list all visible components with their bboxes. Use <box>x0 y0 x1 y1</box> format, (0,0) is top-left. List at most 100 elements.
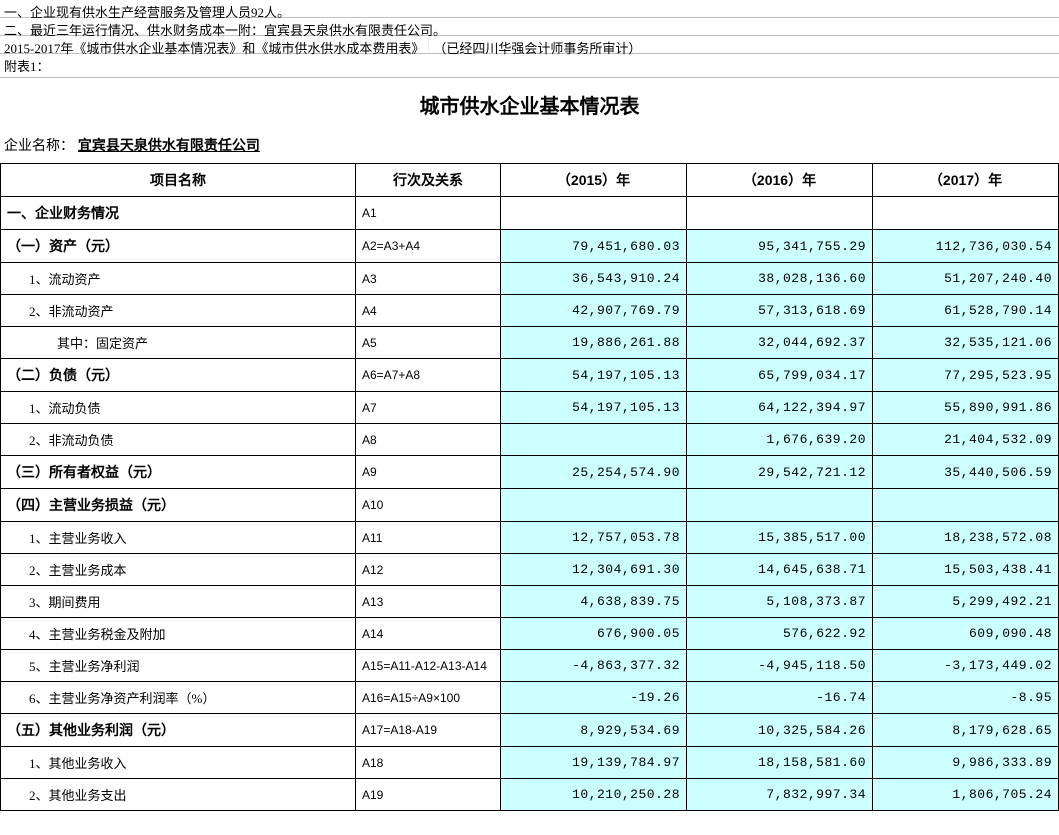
cell-relation: A5 <box>356 327 501 359</box>
cell-item-name: （三）所有者权益（元） <box>1 456 356 489</box>
cell-relation: A7 <box>356 392 501 424</box>
cell-value-y2017: -3,173,449.02 <box>873 650 1059 682</box>
table-row: 1、其他业务收入A1819,139,784.9718,158,581.609,9… <box>1 747 1059 779</box>
cell-value-y2016: 95,341,755.29 <box>687 230 873 263</box>
cell-value-y2015: 54,197,105.13 <box>501 392 687 424</box>
cell-value-y2015: 8,929,534.69 <box>501 714 687 747</box>
cell-value-y2017: 1,806,705.24 <box>873 779 1059 811</box>
attachment-label: 附表1： <box>4 59 50 74</box>
cell-value-y2016: 57,313,618.69 <box>687 295 873 327</box>
cell-value-y2017: 8,179,628.65 <box>873 714 1059 747</box>
cell-item-name: （四）主营业务损益（元） <box>1 489 356 522</box>
table-row: 4、主营业务税金及附加A14676,900.05576,622.92609,09… <box>1 618 1059 650</box>
table-title: 城市供水企业基本情况表 <box>0 78 1059 131</box>
cell-relation: A19 <box>356 779 501 811</box>
cell-relation: A8 <box>356 424 501 456</box>
company-row: 企业名称： 宜宾县天泉供水有限责任公司 <box>0 131 1059 163</box>
cell-value-y2017: 77,295,523.95 <box>873 359 1059 392</box>
col-header-2015: （2015）年 <box>501 164 687 197</box>
col-header-2016: （2016）年 <box>687 164 873 197</box>
cell-item-name: 1、主营业务收入 <box>1 522 356 554</box>
cell-relation: A1 <box>356 197 501 230</box>
cell-value-y2017: 61,528,790.14 <box>873 295 1059 327</box>
cell-value-y2017: 15,503,438.41 <box>873 554 1059 586</box>
cell-relation: A9 <box>356 456 501 489</box>
cell-value-y2017: 5,299,492.21 <box>873 586 1059 618</box>
cell-value-y2017 <box>873 197 1059 230</box>
cell-relation: A12 <box>356 554 501 586</box>
table-body: 一、企业财务情况A1（一）资产（元）A2=A3+A479,451,680.039… <box>1 197 1059 811</box>
cell-value-y2015: 12,757,053.78 <box>501 522 687 554</box>
cell-value-y2016: 65,799,034.17 <box>687 359 873 392</box>
cell-value-y2016: 64,122,394.97 <box>687 392 873 424</box>
cell-item-name: （五）其他业务利润（元） <box>1 714 356 747</box>
cell-relation: A6=A7+A8 <box>356 359 501 392</box>
table-row: 5、主营业务净利润A15=A11-A12-A13-A14-4,863,377.3… <box>1 650 1059 682</box>
cell-value-y2017: -8.95 <box>873 682 1059 714</box>
cell-value-y2017: 21,404,532.09 <box>873 424 1059 456</box>
cell-relation: A13 <box>356 586 501 618</box>
cell-value-y2017 <box>873 489 1059 522</box>
cell-value-y2016: 10,325,584.26 <box>687 714 873 747</box>
table-row: 3、期间费用A134,638,839.755,108,373.875,299,4… <box>1 586 1059 618</box>
cell-item-name: 1、流动资产 <box>1 263 356 295</box>
cell-relation: A4 <box>356 295 501 327</box>
cell-relation: A14 <box>356 618 501 650</box>
table-row: 6、主营业务净资产利润率（%）A16=A15÷A9×100-19.26-16.7… <box>1 682 1059 714</box>
table-row: 1、主营业务收入A1112,757,053.7815,385,517.0018,… <box>1 522 1059 554</box>
spreadsheet-document: 一、企业现有供水生产经营服务及管理人员92人。 二、最近三年运行情况、供水财务成… <box>0 0 1059 811</box>
cell-value-y2015: -4,863,377.32 <box>501 650 687 682</box>
cell-value-y2016 <box>687 489 873 522</box>
attachment-label-row: 附表1： <box>0 54 1059 78</box>
financial-table: 项目名称 行次及关系 （2015）年 （2016）年 （2017）年 一、企业财… <box>0 163 1059 811</box>
preamble-text-1: 一、企业现有供水生产经营服务及管理人员92人。 <box>4 2 290 15</box>
cell-item-name: 2、其他业务支出 <box>1 779 356 811</box>
cell-value-y2016: 15,385,517.00 <box>687 522 873 554</box>
cell-value-y2016: 29,542,721.12 <box>687 456 873 489</box>
cell-relation: A10 <box>356 489 501 522</box>
table-row: （二）负债（元）A6=A7+A854,197,105.1365,799,034.… <box>1 359 1059 392</box>
table-row: （三）所有者权益（元）A925,254,574.9029,542,721.123… <box>1 456 1059 489</box>
cell-item-name: 其中：固定资产 <box>1 327 356 359</box>
cell-item-name: 4、主营业务税金及附加 <box>1 618 356 650</box>
cell-value-y2017: 32,535,121.06 <box>873 327 1059 359</box>
cell-value-y2017: 51,207,240.40 <box>873 263 1059 295</box>
cell-value-y2015: -19.26 <box>501 682 687 714</box>
cell-value-y2015: 54,197,105.13 <box>501 359 687 392</box>
preamble-text-3b: （已经四川华强会计师事务所审计） <box>429 38 641 51</box>
table-row: 2、其他业务支出A1910,210,250.287,832,997.341,80… <box>1 779 1059 811</box>
table-row: （四）主营业务损益（元）A10 <box>1 489 1059 522</box>
cell-relation: A18 <box>356 747 501 779</box>
cell-value-y2017: 609,090.48 <box>873 618 1059 650</box>
cell-relation: A3 <box>356 263 501 295</box>
cell-value-y2016: 32,044,692.37 <box>687 327 873 359</box>
table-row: 1、流动资产A336,543,910.2438,028,136.6051,207… <box>1 263 1059 295</box>
cell-value-y2017: 55,890,991.86 <box>873 392 1059 424</box>
cell-item-name: （二）负债（元） <box>1 359 356 392</box>
table-row: 2、主营业务成本A1212,304,691.3014,645,638.7115,… <box>1 554 1059 586</box>
cell-item-name: 5、主营业务净利润 <box>1 650 356 682</box>
cell-relation: A17=A18-A19 <box>356 714 501 747</box>
cell-value-y2016 <box>687 197 873 230</box>
cell-value-y2016: 5,108,373.87 <box>687 586 873 618</box>
table-row: （五）其他业务利润（元）A17=A18-A198,929,534.6910,32… <box>1 714 1059 747</box>
company-label: 企业名称： <box>4 137 74 153</box>
cell-relation: A16=A15÷A9×100 <box>356 682 501 714</box>
col-header-relation: 行次及关系 <box>356 164 501 197</box>
table-row: （一）资产（元）A2=A3+A479,451,680.0395,341,755.… <box>1 230 1059 263</box>
table-row: 其中：固定资产A519,886,261.8832,044,692.3732,53… <box>1 327 1059 359</box>
cell-value-y2016: -4,945,118.50 <box>687 650 873 682</box>
cell-value-y2015: 19,886,261.88 <box>501 327 687 359</box>
preamble-line-2: 二、最近三年运行情况、供水财务成本一附：宜宾县天泉供水有限责任公司。 <box>0 18 1059 36</box>
cell-value-y2015: 19,139,784.97 <box>501 747 687 779</box>
table-row: 1、流动负债A754,197,105.1364,122,394.9755,890… <box>1 392 1059 424</box>
preamble-line-3: 2015-2017年《城市供水企业基本情况表》和《城市供水供水成本费用表》 （已… <box>0 36 1059 54</box>
cell-value-y2016: -16.74 <box>687 682 873 714</box>
cell-value-y2017: 18,238,572.08 <box>873 522 1059 554</box>
cell-value-y2016: 14,645,638.71 <box>687 554 873 586</box>
col-header-item: 项目名称 <box>1 164 356 197</box>
cell-relation: A2=A3+A4 <box>356 230 501 263</box>
preamble-text-2: 二、最近三年运行情况、供水财务成本一附：宜宾县天泉供水有限责任公司。 <box>4 20 446 33</box>
cell-value-y2017: 35,440,506.59 <box>873 456 1059 489</box>
cell-value-y2015: 79,451,680.03 <box>501 230 687 263</box>
